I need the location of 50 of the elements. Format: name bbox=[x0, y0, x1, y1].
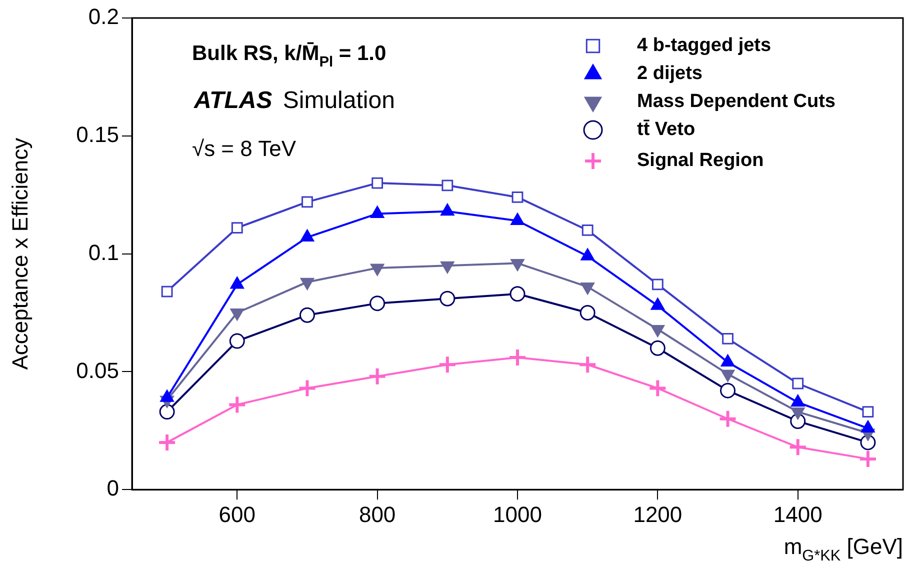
point bbox=[231, 222, 243, 234]
point bbox=[788, 438, 808, 457]
point bbox=[229, 333, 245, 349]
point bbox=[792, 378, 804, 390]
x-tick-label: 1400 bbox=[773, 502, 822, 527]
point bbox=[298, 378, 317, 398]
point bbox=[720, 382, 736, 398]
y-tick-label: 0.05 bbox=[76, 358, 119, 383]
point bbox=[648, 378, 668, 398]
point bbox=[510, 286, 526, 302]
point bbox=[722, 332, 734, 344]
point bbox=[858, 449, 878, 468]
point bbox=[580, 305, 596, 320]
point bbox=[370, 296, 386, 312]
x-tick-label: 800 bbox=[358, 502, 396, 527]
point bbox=[299, 307, 315, 323]
y-tick-label: 0.2 bbox=[88, 4, 119, 30]
y-tick-label: 0 bbox=[106, 476, 119, 501]
legend-label: tt̄ Veto bbox=[637, 119, 696, 140]
y-axis-title: Acceptance x Efficiency bbox=[7, 138, 32, 370]
point bbox=[159, 404, 175, 420]
point bbox=[372, 177, 384, 189]
point bbox=[652, 278, 664, 290]
point bbox=[158, 432, 177, 452]
legend-label: Mass Dependent Cuts bbox=[637, 91, 836, 112]
x-tick-label: 1000 bbox=[493, 502, 542, 527]
legend-label: 2 dijets bbox=[637, 63, 702, 84]
point bbox=[512, 192, 524, 203]
point bbox=[862, 406, 874, 418]
point bbox=[582, 224, 594, 236]
point bbox=[508, 348, 527, 368]
point bbox=[438, 355, 457, 374]
y-tick-label: 0.15 bbox=[76, 122, 119, 147]
point bbox=[578, 355, 598, 374]
point bbox=[442, 180, 454, 192]
point bbox=[368, 366, 387, 386]
y-tick-label: 0.1 bbox=[88, 240, 119, 265]
point bbox=[161, 286, 173, 298]
x-tick-label: 600 bbox=[218, 502, 256, 527]
point bbox=[228, 395, 247, 414]
point bbox=[718, 409, 738, 428]
x-tick-label: 1200 bbox=[633, 502, 682, 527]
point bbox=[302, 196, 313, 208]
point bbox=[510, 258, 524, 271]
point bbox=[650, 340, 666, 356]
annotation: ATLAS Simulation bbox=[193, 87, 395, 114]
legend-label: Signal Region bbox=[637, 150, 764, 172]
legend-label: 4 b-tagged jets bbox=[637, 35, 772, 56]
annotation: √s = 8 TeV bbox=[192, 136, 296, 161]
point bbox=[440, 290, 456, 306]
